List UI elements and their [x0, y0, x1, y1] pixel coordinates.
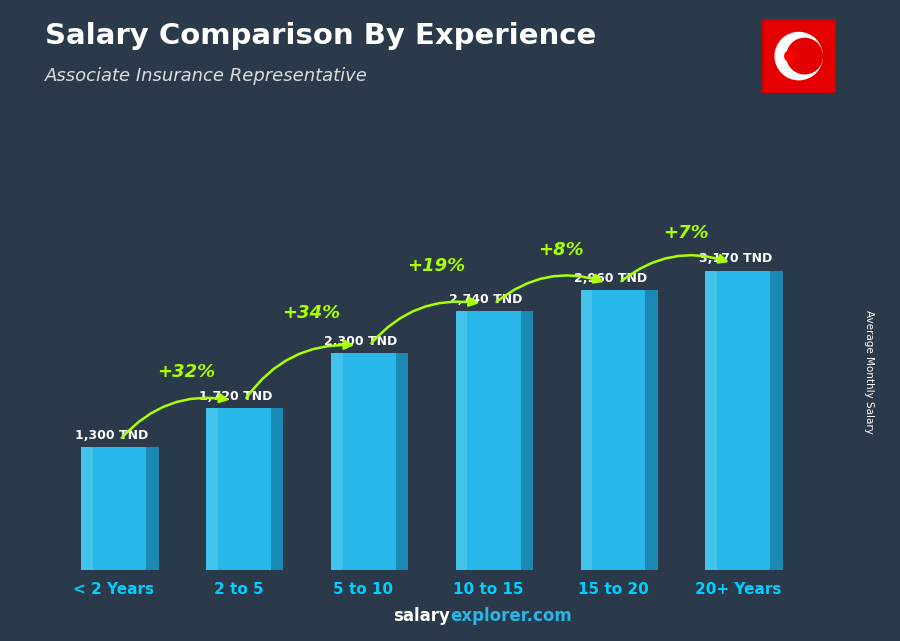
Circle shape: [787, 38, 823, 74]
Text: 2,300 TND: 2,300 TND: [324, 335, 398, 347]
Text: +34%: +34%: [282, 304, 340, 322]
Text: salary: salary: [393, 607, 450, 625]
Text: 2,960 TND: 2,960 TND: [574, 272, 647, 285]
Polygon shape: [81, 447, 93, 570]
Polygon shape: [81, 447, 146, 570]
Text: 3,170 TND: 3,170 TND: [698, 253, 772, 265]
Polygon shape: [580, 290, 645, 570]
Polygon shape: [706, 271, 717, 570]
Polygon shape: [645, 290, 658, 570]
Polygon shape: [271, 408, 284, 570]
Text: +8%: +8%: [538, 241, 583, 259]
Text: +32%: +32%: [157, 363, 215, 381]
Polygon shape: [580, 290, 592, 570]
Polygon shape: [396, 353, 409, 570]
Polygon shape: [146, 447, 158, 570]
Text: +7%: +7%: [662, 224, 708, 242]
Polygon shape: [706, 271, 770, 570]
Polygon shape: [520, 312, 533, 570]
Text: explorer.com: explorer.com: [450, 607, 572, 625]
Polygon shape: [331, 353, 396, 570]
Polygon shape: [455, 312, 467, 570]
Text: Average Monthly Salary: Average Monthly Salary: [863, 310, 874, 434]
Polygon shape: [206, 408, 218, 570]
Text: 2,740 TND: 2,740 TND: [449, 293, 522, 306]
Text: 1,300 TND: 1,300 TND: [75, 429, 148, 442]
Text: Salary Comparison By Experience: Salary Comparison By Experience: [45, 22, 596, 51]
Polygon shape: [206, 408, 271, 570]
Text: 1,720 TND: 1,720 TND: [199, 390, 273, 403]
Polygon shape: [331, 353, 343, 570]
Text: +19%: +19%: [407, 257, 464, 275]
Polygon shape: [455, 312, 520, 570]
Circle shape: [785, 51, 795, 62]
Circle shape: [775, 33, 823, 79]
Text: Associate Insurance Representative: Associate Insurance Representative: [45, 67, 368, 85]
Polygon shape: [770, 271, 783, 570]
